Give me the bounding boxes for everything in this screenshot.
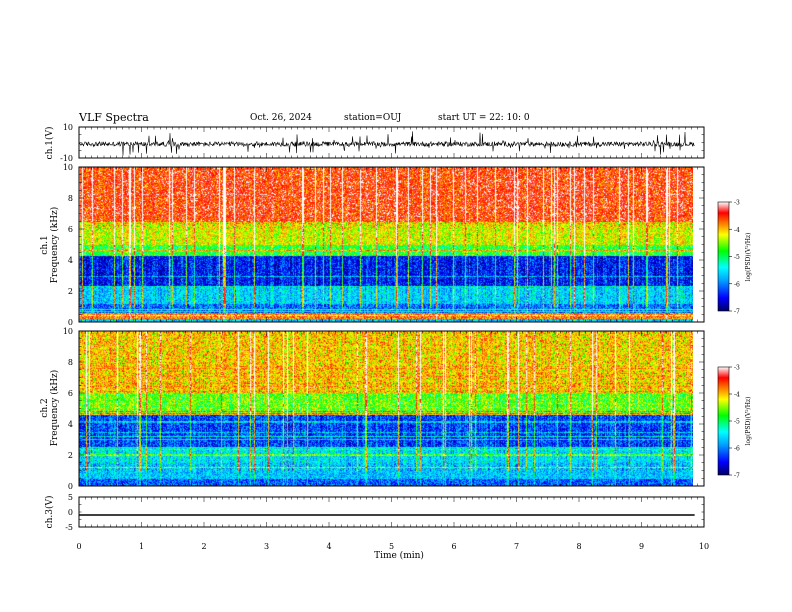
x-tick-labels: 0 1 2 3 4 5 6 7 8 9 10 [76,542,709,551]
colorbar-tick-label: -7 [734,473,740,480]
ch1-waveform-ylabel: ch.1(V) [44,127,55,160]
ch3-waveform-ylabel: ch.3(V) [44,496,55,529]
ch1-freq-tick-label: 8 [68,194,73,203]
colorbar-tick-label: -6 [734,446,740,453]
ch1-spectrogram-panel: 0 2 4 6 8 10 [63,163,693,327]
ch2-freq-tick-label: 4 [68,420,73,429]
colorbar-tick-label: -4 [734,392,740,399]
colorbar-tick-label: -4 [734,227,740,234]
ch2-freq-tick-label: 8 [68,358,73,367]
x-tick-label: 4 [326,542,331,551]
ch1-freq-tick-label: 6 [68,225,73,234]
ch2-channel-label: ch.2 [40,398,50,417]
x-tick-label: 3 [264,542,269,551]
ch2-frequency-label: Frequency (kHz) [49,370,60,447]
colorbar-tick-label: -7 [734,309,740,316]
ch1-freq-tick-label: 10 [63,163,73,172]
ch2-colorbar-label: log(PSD)(V²/Hz) [745,397,752,446]
ch1-freq-tick-label: 0 [68,318,73,327]
ch1-colorbar: log(PSD)(V²/Hz) -3 -4 -5 -6 -7 [717,200,752,316]
x-tick-label: 6 [451,542,456,551]
colorbar-tick-label: -5 [734,254,740,261]
ch1-ytick-label: -10 [60,154,73,163]
colorbar-tick-label: -3 [734,365,740,372]
ch2-freq-tick-label: 10 [63,327,73,336]
ch1-ytick-label: 10 [63,123,73,132]
ch1-waveform-panel: 10 -10 [60,123,695,163]
x-tick-label: 0 [76,542,81,551]
x-tick-label: 8 [576,542,581,551]
ch1-spectrogram-image [79,167,693,322]
colorbar-tick-label: -5 [734,419,740,426]
x-axis-label: Time (min) [374,550,424,561]
ch2-spectrogram-panel: 0 2 4 6 8 10 [63,327,693,491]
ch2-freq-tick-label: 0 [68,482,73,491]
ch2-freq-tick-label: 2 [68,451,73,460]
ch3-ytick-label: 5 [68,493,73,502]
ch1-channel-label: ch.1 [40,235,50,254]
ch3-waveform-panel: 5 0 -5 [65,493,695,532]
axis-ticks [78,126,705,528]
station-label: station=OUJ [344,113,402,123]
ch1-frequency-label: Frequency (kHz) [49,207,60,284]
ch1-freq-tick-label: 4 [68,256,73,265]
start-time-label: start UT = 22: 10: 0 [438,113,530,123]
ch3-ytick-label: 0 [68,508,73,517]
ch2-freq-tick-label: 6 [68,389,73,398]
x-tick-label: 9 [639,542,644,551]
ch2-colorbar-gradient [717,366,730,476]
ch2-colorbar: log(PSD)(V²/Hz) -3 -4 -5 -6 -7 [717,365,752,480]
colorbar-tick-label: -3 [734,200,740,207]
ch3-ytick-label: -5 [65,523,73,532]
x-tick-label: 10 [699,542,709,551]
x-tick-label: 2 [201,542,206,551]
figure-title: VLF Spectra [79,111,149,124]
x-tick-label: 5 [389,542,394,551]
ch1-colorbar-label: log(PSD)(V²/Hz) [745,233,752,282]
colorbar-tick-label: -6 [734,281,740,288]
ch2-spectrogram-image [79,331,693,486]
ch1-waveform-trace [78,131,695,156]
x-tick-label: 7 [514,542,519,551]
ch1-colorbar-gradient [717,201,730,312]
date-label: Oct. 26, 2024 [250,113,312,123]
x-tick-label: 1 [139,542,144,551]
ch1-freq-tick-label: 2 [68,287,73,296]
